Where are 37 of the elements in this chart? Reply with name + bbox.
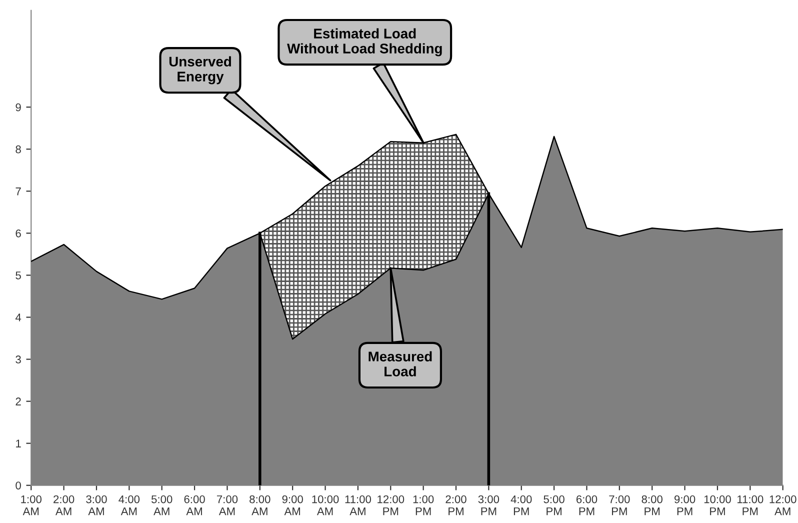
y-tick-label: 7 [16,188,21,196]
x-tick-label: 10:00 PM [704,495,731,516]
y-tick-label: 1 [16,440,21,448]
x-tick-label: 11:00 AM [345,495,372,516]
x-tick-label: 4:00 PM [510,495,532,516]
annotation: Measured Load [368,351,432,376]
y-tick-label: 9 [16,103,21,112]
x-tick-label: 4:00 AM [118,495,140,516]
x-tick-label: 10:00 AM [312,495,339,516]
x-tick-label: 3:00 PM [478,495,500,516]
x-tick-label: 8:00 AM [250,495,270,516]
x-tick-label: 3:00 AM [86,495,107,516]
x-tick-label: 5:00 PM [544,495,564,516]
y-tick-label: 8 [16,145,21,154]
y-tick-label: 5 [16,272,21,280]
x-tick-label: 11:00 PM [738,495,764,516]
y-tick-label: 6 [16,229,21,238]
x-tick-label: 1:00 AM [21,495,42,516]
annotation: Estimated Load Without Load Shedding [287,28,442,56]
x-tick-label: 12:00 AM [770,495,796,516]
x-tick-label: 6:00 PM [576,495,598,516]
annotation: Unserved Energy [169,56,231,84]
x-tick-label: 8:00 PM [642,495,662,516]
y-tick-label: 2 [16,398,21,406]
y-tick-label: 3 [16,356,21,364]
x-tick-label: 7:00 PM [609,495,630,516]
x-tick-label: 6:00 AM [184,495,205,516]
x-tick-label: 5:00 AM [151,495,172,516]
x-tick-label: 7:00 AM [216,495,238,516]
x-tick-label: 2:00 AM [54,495,74,516]
x-tick-label: 2:00 PM [446,495,466,516]
x-tick-label: 9:00 AM [282,495,303,516]
x-tick-label: 12:00 PM [378,495,404,516]
y-tick-label: 4 [15,314,22,322]
x-tick-label: 9:00 PM [674,495,696,516]
y-tick-label: 0 [16,482,21,490]
x-tick-label: 1:00 PM [413,495,434,516]
